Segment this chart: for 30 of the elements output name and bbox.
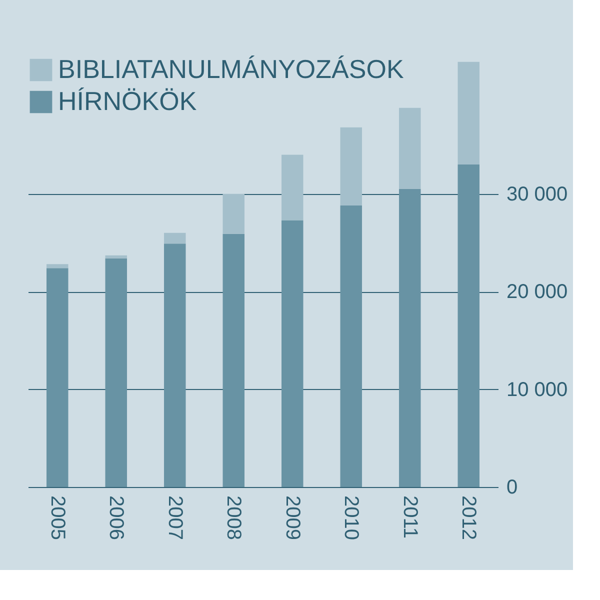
y-tick-label: 10 000 — [506, 378, 568, 401]
y-tick-label: 20 000 — [506, 281, 568, 304]
bar — [222, 234, 244, 487]
legend-label: BIBLIATANULMÁNYOZÁSOK — [58, 54, 404, 84]
bar — [105, 258, 127, 487]
x-tick-label: 2008 — [222, 496, 245, 540]
bar — [399, 108, 421, 189]
x-tick-label: 2009 — [281, 496, 304, 540]
x-tick-label: 2005 — [46, 496, 68, 540]
bar — [222, 194, 244, 234]
x-tick-label: 2006 — [105, 496, 128, 540]
bar — [46, 268, 68, 487]
x-tick-label: 2012 — [458, 496, 480, 540]
bar — [164, 232, 186, 244]
bar — [282, 220, 304, 487]
x-tick-label: 2011 — [398, 496, 421, 539]
bar — [340, 206, 362, 487]
legend-label: HÍRNÖKÖK — [58, 86, 198, 116]
bar — [105, 255, 127, 258]
bar — [164, 244, 186, 487]
y-tick-label: 30 000 — [506, 183, 568, 206]
bar — [458, 62, 480, 164]
bar — [340, 127, 362, 206]
bar — [458, 164, 480, 487]
bar — [282, 154, 304, 220]
bar — [399, 188, 421, 487]
x-tick-label: 2007 — [164, 496, 186, 540]
x-tick-label: 2010 — [340, 496, 362, 540]
y-tick-label: 0 — [506, 476, 518, 498]
bar — [46, 264, 68, 268]
